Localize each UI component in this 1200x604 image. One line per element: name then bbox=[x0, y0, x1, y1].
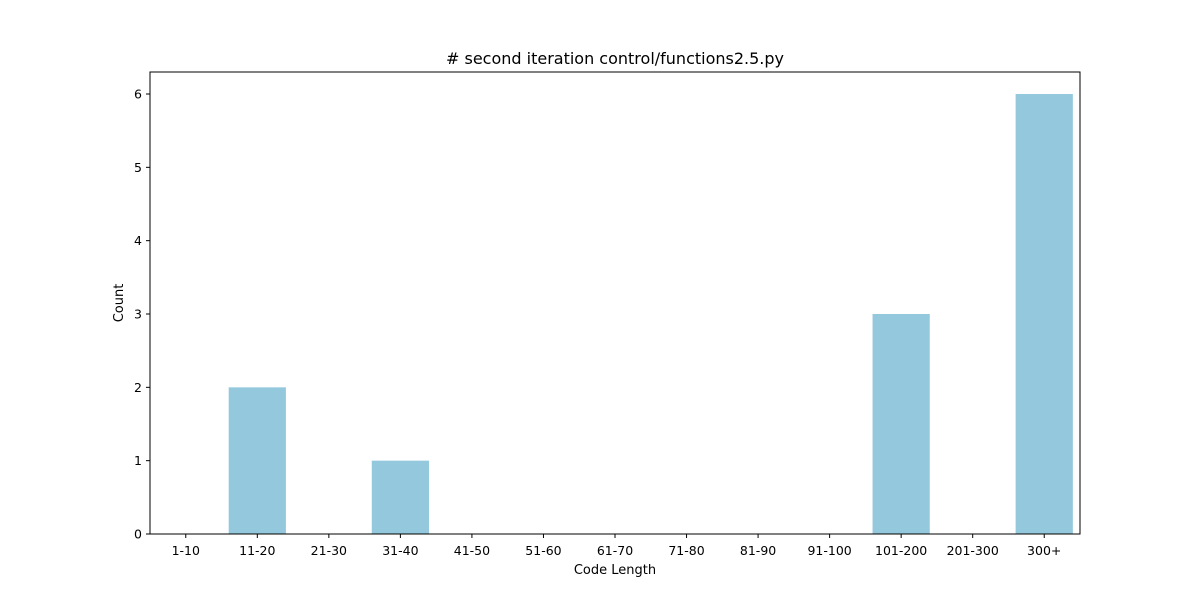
x-tick-label: 201-300 bbox=[947, 543, 999, 558]
x-axis-label: Code Length bbox=[574, 563, 656, 578]
bars-layer bbox=[228, 94, 1073, 534]
x-tick-label: 41-50 bbox=[454, 543, 490, 558]
x-axis-ticks: 1-10 11-20 21-30 31-40 41-50 51-60 61-70 71-80 8… bbox=[172, 534, 1061, 558]
y-tick-label: 3 bbox=[134, 307, 142, 322]
y-tick-label: 6 bbox=[134, 87, 142, 102]
x-tick-label: 21-30 bbox=[311, 543, 347, 558]
x-tick-label: 300+ bbox=[1027, 543, 1061, 558]
x-tick-label: 51-60 bbox=[525, 543, 561, 558]
y-tick-label: 1 bbox=[134, 453, 142, 468]
x-tick-label: 101-200 bbox=[875, 543, 927, 558]
y-tick-label: 5 bbox=[134, 160, 142, 175]
y-axis-label: Count bbox=[112, 284, 127, 323]
bar-300+ bbox=[1015, 94, 1073, 534]
y-tick-label: 2 bbox=[134, 380, 142, 395]
y-tick-label: 0 bbox=[134, 527, 142, 542]
x-tick-label: 11-20 bbox=[239, 543, 275, 558]
bar-101-200 bbox=[872, 314, 930, 534]
y-tick-label: 4 bbox=[134, 233, 142, 248]
x-tick-label: 81-90 bbox=[740, 543, 776, 558]
x-tick-label: 61-70 bbox=[597, 543, 633, 558]
chart-title: # second iteration control/functions2.5.… bbox=[446, 49, 784, 68]
x-tick-label: 1-10 bbox=[172, 543, 200, 558]
bar-31-40 bbox=[371, 460, 429, 534]
x-tick-label: 91-100 bbox=[807, 543, 851, 558]
x-tick-label: 71-80 bbox=[668, 543, 704, 558]
x-tick-label: 31-40 bbox=[382, 543, 418, 558]
bar-11-20 bbox=[228, 387, 286, 534]
y-axis-ticks: 0 1 2 3 4 5 6 bbox=[134, 87, 150, 542]
